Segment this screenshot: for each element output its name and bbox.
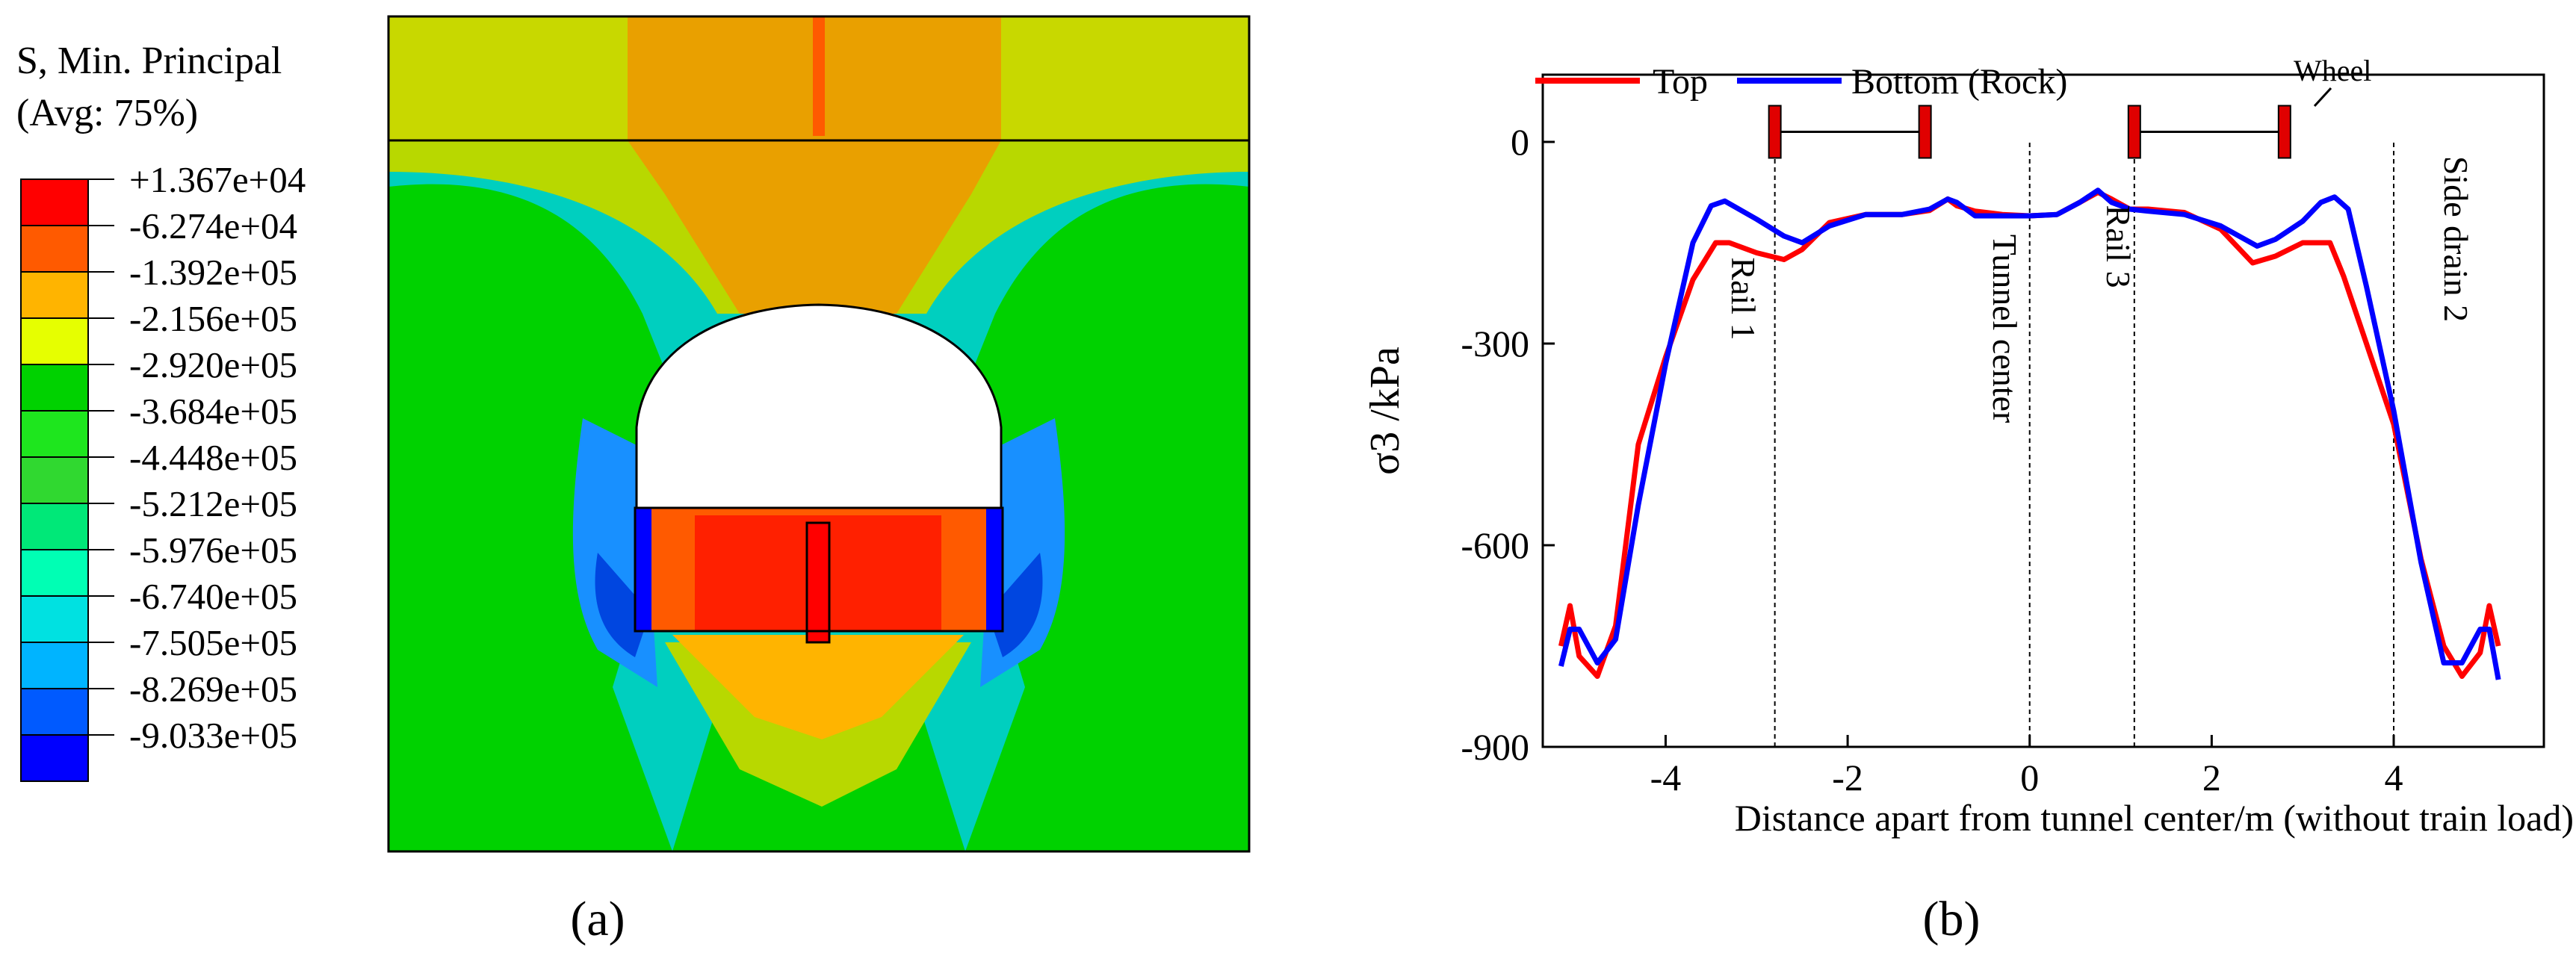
- legend-color-swatch: [20, 734, 89, 782]
- tunnel-void: [635, 303, 1003, 509]
- tunnel-invert-outline: [634, 506, 1004, 633]
- y-axis-ticks: 0 -300 -600 -900: [1461, 121, 1555, 768]
- wheel-marker: [1768, 105, 1782, 159]
- legend-color-swatch: [20, 317, 89, 365]
- legend-value: -5.212e+05: [129, 483, 297, 524]
- x-tick-label: 0: [2020, 757, 2039, 798]
- legend-value: -7.505e+05: [129, 622, 297, 663]
- x-axis-ticks: -4 -2 0 2 4: [1650, 735, 2403, 798]
- legend-value: -1.392e+05: [129, 252, 297, 293]
- panel-a-contour: S, Min. Principal (Avg: 75%) +1.367e+04 -…: [16, 15, 1251, 946]
- legend-label-top: Top: [1653, 62, 1708, 102]
- annotation-rail-1: Rail 1: [1724, 257, 1762, 340]
- data-series: [1558, 187, 2501, 680]
- contour-center-drain: [805, 521, 831, 644]
- caption-b: (b): [1923, 892, 1981, 946]
- panel-b-chart: 0-300-600-900 -4 -2 0 2 4 Top Bottom (Rock) …: [1362, 54, 2574, 946]
- legend-value: -5.976e+05: [129, 530, 297, 571]
- y-tick-label: -300: [1461, 323, 1529, 364]
- legend-color-swatch: [20, 456, 89, 504]
- x-tick-label: 4: [2385, 757, 2403, 798]
- wheel-marker: [2127, 105, 2141, 159]
- legend-color-swatch: [20, 179, 89, 226]
- contour-right-wall: [986, 508, 1003, 631]
- wheel-markers: [1768, 105, 2291, 159]
- legend-value: -6.274e+04: [129, 205, 297, 246]
- legend-color-swatch: [20, 549, 89, 597]
- legend-value: -2.156e+05: [129, 298, 297, 339]
- legend-value: -9.033e+05: [129, 715, 297, 756]
- x-axis-label: Distance apart from tunnel center/m (wit…: [1735, 797, 2574, 839]
- model-border: [387, 15, 1251, 853]
- series-line-bottom: [1558, 187, 2501, 680]
- contour-left-wall: [635, 508, 651, 631]
- legend-value: +1.367e+04: [129, 159, 306, 200]
- y-tick-label: 0: [1511, 121, 1529, 163]
- legend-label-bottom: Bottom (Rock): [1851, 62, 2067, 102]
- contour-left-band: [388, 184, 672, 851]
- contour-load-strip: [813, 16, 825, 136]
- legend-color-swatch: [20, 364, 89, 412]
- legend-color-swatch: [20, 225, 89, 273]
- y-tick-label: -900: [1461, 726, 1529, 768]
- annotation-side-drain-2: Side drain 2: [2437, 156, 2475, 322]
- legend-value: -8.269e+05: [129, 668, 297, 710]
- chart-legend: Top Bottom (Rock): [1535, 62, 2067, 102]
- legend-subtitle: (Avg: 75%): [16, 92, 198, 134]
- legend-color-swatch: [20, 503, 89, 550]
- x-tick-label: 2: [2202, 757, 2221, 798]
- plot-area: [1541, 73, 2545, 748]
- reference-lines: [1774, 142, 2394, 747]
- legend-title: S, Min. Principal: [16, 40, 282, 82]
- x-tick-label: -2: [1832, 757, 1863, 798]
- legend-color-swatch: [20, 595, 89, 643]
- color-legend: +1.367e+04 -6.274e+04 -1.392e+05 -2.156e+05…: [20, 159, 306, 782]
- legend-value: -6.740e+05: [129, 576, 297, 617]
- annotation-tunnel-center: Tunnel center: [1986, 235, 2024, 423]
- contour-invert-hot: [672, 635, 964, 739]
- wheel-pointer: [2313, 87, 2332, 108]
- y-axis-label: σ3 /kPa: [1362, 347, 1408, 475]
- legend-color-swatch: [20, 271, 89, 319]
- wheel-marker: [2277, 105, 2291, 159]
- contour-right-band: [965, 184, 1249, 851]
- annotation-rail-3: Rail 3: [2099, 205, 2137, 288]
- legend-value: -4.448e+05: [129, 437, 297, 478]
- caption-a: (a): [570, 892, 625, 946]
- contour-overburden: [628, 16, 1001, 314]
- y-tick-label: -600: [1461, 524, 1529, 566]
- legend-color-swatch: [20, 642, 89, 689]
- wheel-marker: [1918, 105, 1932, 159]
- legend-color-swatch: [20, 410, 89, 458]
- contour-plot: [387, 15, 1251, 853]
- legend-value: -3.684e+05: [129, 391, 297, 432]
- x-tick-label: -4: [1650, 757, 1682, 798]
- legend-color-swatch: [20, 688, 89, 736]
- legend-value: -2.920e+05: [129, 344, 297, 385]
- annotation-wheel: Wheel: [2294, 54, 2371, 87]
